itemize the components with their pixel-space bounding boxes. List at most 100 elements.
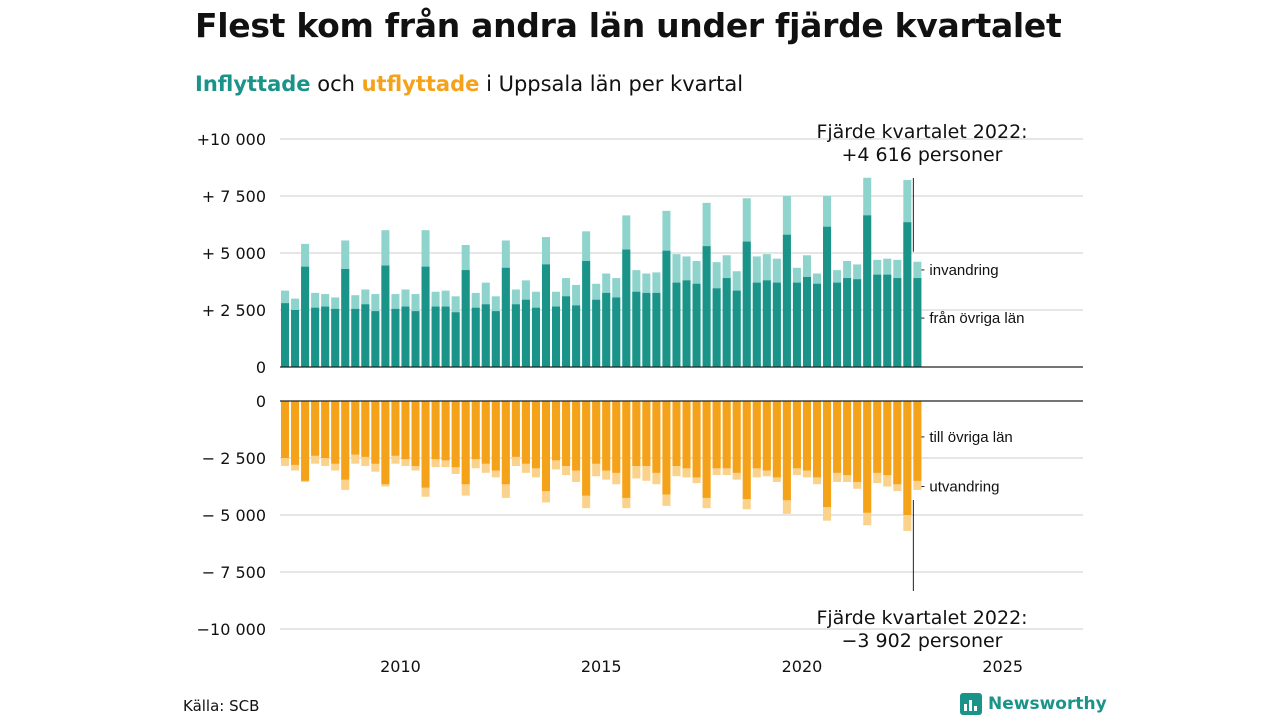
bar-till-ovriga-lan xyxy=(562,401,571,466)
bar-fran-ovriga-lan xyxy=(833,282,842,367)
annotation-top-line2: +4 616 personer xyxy=(842,144,1003,166)
bar-till-ovriga-lan xyxy=(451,401,460,468)
bar-till-ovriga-lan xyxy=(682,401,691,469)
bar-till-ovriga-lan xyxy=(893,401,902,485)
bar-till-ovriga-lan xyxy=(371,401,380,464)
y-tick-label-top: 0 xyxy=(256,358,266,377)
bar-till-ovriga-lan xyxy=(582,401,591,496)
bar-till-ovriga-lan xyxy=(471,401,480,460)
bar-fran-ovriga-lan xyxy=(431,306,440,367)
bar-fran-ovriga-lan xyxy=(802,276,811,367)
bar-fran-ovriga-lan xyxy=(812,283,822,367)
bar-fran-ovriga-lan xyxy=(521,299,530,367)
bar-till-ovriga-lan xyxy=(792,401,801,469)
x-tick-label: 2015 xyxy=(581,657,622,676)
bar-till-ovriga-lan xyxy=(301,401,310,481)
bar-till-ovriga-lan xyxy=(833,401,842,473)
bar-fran-ovriga-lan xyxy=(913,278,922,367)
bar-fran-ovriga-lan xyxy=(562,296,571,367)
y-tick-label-bottom: − 7 500 xyxy=(202,563,266,582)
bar-till-ovriga-lan xyxy=(632,401,641,466)
bar-till-ovriga-lan xyxy=(622,401,631,498)
bar-till-ovriga-lan xyxy=(642,401,651,466)
bar-fran-ovriga-lan xyxy=(732,290,741,367)
bar-fran-ovriga-lan xyxy=(391,308,400,367)
bar-fran-ovriga-lan xyxy=(863,215,872,367)
bar-till-ovriga-lan xyxy=(873,401,882,473)
bar-fran-ovriga-lan xyxy=(752,282,761,367)
bar-till-ovriga-lan xyxy=(762,401,771,471)
bar-till-ovriga-lan xyxy=(883,401,892,476)
bar-fran-ovriga-lan xyxy=(762,280,771,367)
bar-fran-ovriga-lan xyxy=(501,267,510,367)
bar-till-ovriga-lan xyxy=(722,401,731,469)
bar-till-ovriga-lan xyxy=(531,401,540,469)
bar-fran-ovriga-lan xyxy=(371,311,380,367)
bar-till-ovriga-lan xyxy=(481,401,490,464)
bar-fran-ovriga-lan xyxy=(622,249,631,367)
subtitle-och: och xyxy=(310,72,362,96)
bar-till-ovriga-lan xyxy=(802,401,811,471)
bar-fran-ovriga-lan xyxy=(843,278,852,367)
y-tick-label-bottom: − 2 500 xyxy=(202,449,266,468)
bar-till-ovriga-lan xyxy=(411,401,420,466)
bar-till-ovriga-lan xyxy=(823,401,832,508)
bar-till-ovriga-lan xyxy=(351,401,360,455)
bars xyxy=(281,177,922,531)
bar-till-ovriga-lan xyxy=(461,401,470,485)
bar-till-ovriga-lan xyxy=(772,401,781,478)
y-tick-label-bottom: 0 xyxy=(256,392,266,411)
bar-till-ovriga-lan xyxy=(652,401,661,473)
bar-till-ovriga-lan xyxy=(853,401,862,482)
bar-fran-ovriga-lan xyxy=(421,266,430,367)
subtitle-rest: i Uppsala län per kvartal xyxy=(479,72,744,96)
x-tick-label: 2010 xyxy=(380,657,421,676)
bar-till-ovriga-lan xyxy=(742,401,751,500)
bar-fran-ovriga-lan xyxy=(491,311,500,367)
bar-fran-ovriga-lan xyxy=(481,304,490,367)
bar-fran-ovriga-lan xyxy=(612,297,621,367)
bar-fran-ovriga-lan xyxy=(712,288,721,367)
bar-till-ovriga-lan xyxy=(672,401,681,466)
y-tick-label-top: + 5 000 xyxy=(202,244,266,263)
bar-fran-ovriga-lan xyxy=(642,292,651,367)
bar-till-ovriga-lan xyxy=(732,401,741,473)
bar-till-ovriga-lan xyxy=(391,401,400,456)
bar-till-ovriga-lan xyxy=(552,401,561,461)
bar-fran-ovriga-lan xyxy=(792,282,801,367)
bar-fran-ovriga-lan xyxy=(883,274,892,367)
label-fran-ovriga-lan: från övriga län xyxy=(929,310,1024,327)
bar-fran-ovriga-lan xyxy=(572,305,581,367)
bar-till-ovriga-lan xyxy=(501,401,510,485)
bar-fran-ovriga-lan xyxy=(531,307,540,367)
bar-fran-ovriga-lan xyxy=(873,274,882,367)
bar-fran-ovriga-lan xyxy=(772,282,781,367)
newsworthy-logo-icon xyxy=(960,693,982,715)
chart-subtitle: Inflyttade och utflyttade i Uppsala län … xyxy=(195,72,743,96)
bar-till-ovriga-lan xyxy=(441,401,450,461)
bar-fran-ovriga-lan xyxy=(321,306,330,367)
label-invandring: invandring xyxy=(929,262,998,279)
bar-till-ovriga-lan xyxy=(321,401,330,458)
bar-till-ovriga-lan xyxy=(572,401,581,471)
bar-fran-ovriga-lan xyxy=(411,311,420,367)
bar-till-ovriga-lan xyxy=(311,401,320,456)
bar-till-ovriga-lan xyxy=(511,401,520,457)
axes: 0 + 2 500 + 5 000 + 7 500 +10 000 0 − 2 500 − 5… xyxy=(197,130,1083,676)
y-tick-label-top: + 2 500 xyxy=(202,301,266,320)
bar-till-ovriga-lan xyxy=(541,401,551,492)
bar-fran-ovriga-lan xyxy=(632,291,641,367)
bar-fran-ovriga-lan xyxy=(541,264,551,367)
bar-till-ovriga-lan xyxy=(913,401,922,481)
source-note: Källa: SCB xyxy=(183,697,260,715)
bar-fran-ovriga-lan xyxy=(361,304,370,367)
labels: invandring från övriga län till övriga län… xyxy=(816,121,1027,652)
bar-fran-ovriga-lan xyxy=(511,304,520,367)
bar-till-ovriga-lan xyxy=(401,401,410,460)
bar-till-ovriga-lan xyxy=(712,401,721,469)
bar-fran-ovriga-lan xyxy=(782,234,791,367)
bar-till-ovriga-lan xyxy=(491,401,500,471)
label-till-ovriga-lan: till övriga län xyxy=(929,429,1012,446)
bar-fran-ovriga-lan xyxy=(592,299,601,367)
bar-fran-ovriga-lan xyxy=(742,241,751,367)
